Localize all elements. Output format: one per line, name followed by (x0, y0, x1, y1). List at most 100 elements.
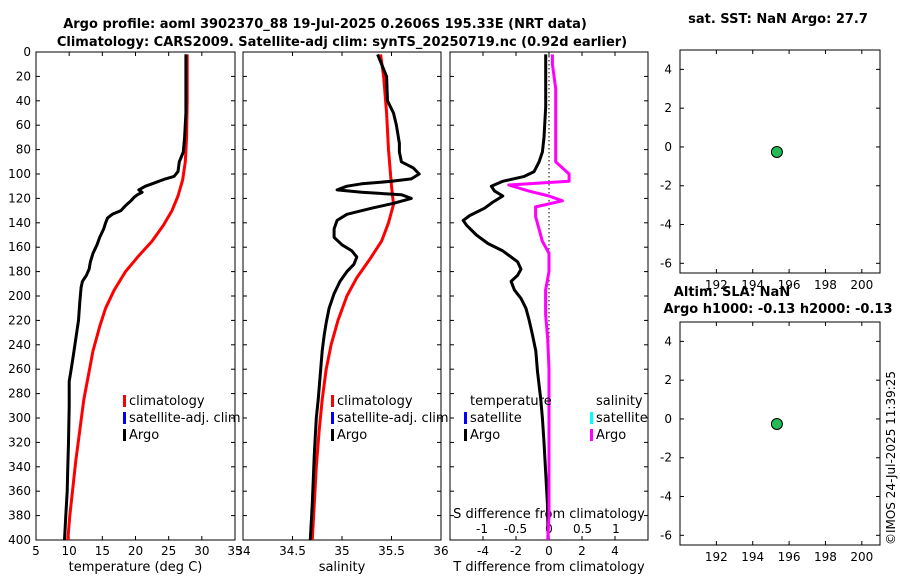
series-line-climatology (66, 54, 189, 541)
legend-swatch-satellite (123, 412, 126, 424)
y-tick-label: 60 (16, 118, 31, 132)
legend-swatch-t-argo (464, 429, 467, 441)
s-tick-label: -0.5 (504, 522, 527, 536)
legend-label-s-argo: Argo (596, 428, 626, 443)
y-tick-label: -4 (660, 490, 672, 504)
legend-title-temperature: temperature (470, 394, 552, 409)
y-tick-label: -6 (660, 256, 672, 270)
x-tick-label: -2 (510, 544, 522, 558)
sla-panel-subtitle: Argo h1000: -0.13 h2000: -0.13 (663, 302, 892, 317)
series-line-temperature-Argo (461, 54, 550, 541)
x-tick-label: 4 (611, 544, 619, 558)
y-tick-label: 40 (16, 94, 31, 108)
x-axis-label: T difference from climatology (452, 560, 645, 575)
y-tick-label: 320 (8, 435, 31, 449)
legend-swatch-s-argo (590, 429, 593, 441)
plot-frame (679, 321, 881, 546)
legend-label-t-argo: Argo (470, 428, 500, 443)
y-tick-label: 0 (23, 45, 31, 59)
temperature-panel: 5 10 15 20 25 30 35 0 20 40 60 80 100 120 140 160 180 200… (8, 45, 243, 575)
y-tick-label: 300 (8, 411, 31, 425)
s-tick-label: 1 (612, 522, 620, 536)
x-tick-label: 25 (161, 544, 176, 558)
y-tick-label: 360 (8, 484, 31, 498)
s-tick-label: -1 (476, 522, 488, 536)
y-tick-label: 200 (8, 289, 31, 303)
y-tick-label: 180 (8, 265, 31, 279)
y-tick-label: 80 (16, 143, 31, 157)
y-tick-label: -2 (660, 179, 672, 193)
series-line-climatology (310, 54, 395, 541)
legend-label-satellite: satellite-adj. clim (337, 411, 449, 426)
legend-swatch-s-satellite (590, 412, 593, 424)
x-tick-label: 196 (778, 278, 801, 292)
plot-frame (242, 51, 442, 541)
x-tick-label: 200 (850, 550, 873, 564)
y-tick-label: 260 (8, 362, 31, 376)
legend-swatch-climatology (123, 395, 126, 407)
y-tick-label: 2 (664, 373, 672, 387)
y-tick-label: 100 (8, 167, 31, 181)
y-tick-label: 0 (664, 412, 672, 426)
x-tick-label: 200 (850, 278, 873, 292)
y-tick-label: 400 (8, 533, 31, 547)
legend-label-climatology: climatology (129, 394, 205, 409)
x-tick-label: 20 (128, 544, 143, 558)
y-tick-label: 140 (8, 216, 31, 230)
legend-swatch-argo (331, 429, 334, 441)
x-tick-label: -4 (477, 544, 489, 558)
x-tick-label: 194 (741, 550, 764, 564)
figure-title-line-1: Argo profile: aoml 3902370_88 19-Jul-202… (63, 17, 587, 32)
y-tick-label: -6 (660, 528, 672, 542)
x-tick-label: 196 (778, 550, 801, 564)
y-tick-label: 4 (664, 62, 672, 76)
legend-label-s-satellite: satellite (596, 411, 648, 426)
legend-label-argo: Argo (337, 428, 367, 443)
salinity-legend: climatology satellite-adj. clim Argo (331, 394, 449, 443)
y-tick-label: -4 (660, 218, 672, 232)
x-tick-label: 192 (705, 550, 728, 564)
series-line-salinity-Argo (507, 54, 571, 541)
profile-location-point (770, 417, 783, 430)
x-tick-label: 194 (741, 278, 764, 292)
x-tick-label: 35 (334, 544, 349, 558)
x-axis-label: salinity (319, 560, 366, 575)
difference-legend: temperature salinity satellite Argo sate… (464, 394, 648, 443)
legend-label-satellite: satellite-adj. clim (129, 411, 241, 426)
sst-panel-title: sat. SST: NaN Argo: 27.7 (688, 12, 868, 27)
series-line-argo (63, 54, 188, 541)
plot-frame (35, 51, 236, 541)
y-tick-label: 20 (16, 69, 31, 83)
x-tick-label: 15 (95, 544, 110, 558)
x-tick-label: 5 (32, 544, 40, 558)
s-tick-label: 0.5 (573, 522, 592, 536)
x-tick-label: 2 (578, 544, 586, 558)
legend-swatch-climatology (331, 395, 334, 407)
profile-location-point (770, 145, 783, 158)
y-tick-label: 340 (8, 460, 31, 474)
legend-label-climatology: climatology (337, 394, 413, 409)
timestamp: ©IMOS 24-Jul-2025 11:39:25 (884, 371, 898, 545)
x-tick-label: 36 (433, 544, 448, 558)
y-tick-label: -2 (660, 451, 672, 465)
x-tick-label: 192 (705, 278, 728, 292)
series-line-argo (308, 53, 421, 541)
y-tick-label: 0 (664, 140, 672, 154)
x-tick-label: 34.5 (279, 544, 306, 558)
x-tick-label: 10 (62, 544, 77, 558)
x-tick-label: 198 (814, 550, 837, 564)
x-tick-label: 0 (545, 544, 553, 558)
legend-label-argo: Argo (129, 428, 159, 443)
temperature-legend: climatology satellite-adj. clim Argo (123, 394, 241, 443)
x-tick-label: 198 (814, 278, 837, 292)
x-tick-label: 34 (235, 544, 250, 558)
y-tick-label: 280 (8, 387, 31, 401)
legend-label-t-satellite: satellite (470, 411, 522, 426)
x-axis-label: temperature (deg C) (69, 560, 203, 575)
y-tick-label: 4 (664, 334, 672, 348)
y-tick-label: 2 (664, 101, 672, 115)
y-tick-label: 160 (8, 240, 31, 254)
sst-panel: 192 194 196 198 200 -6 -4 -2 0 2 4 (660, 49, 881, 292)
